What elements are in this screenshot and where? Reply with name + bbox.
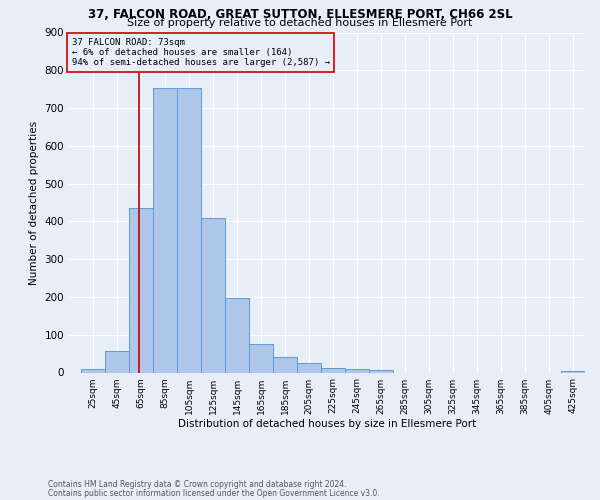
Text: 37 FALCON ROAD: 73sqm
← 6% of detached houses are smaller (164)
94% of semi-deta: 37 FALCON ROAD: 73sqm ← 6% of detached h… (71, 38, 329, 68)
X-axis label: Distribution of detached houses by size in Ellesmere Port: Distribution of detached houses by size … (178, 420, 476, 430)
Bar (321, 368, 345, 372)
Text: Contains public sector information licensed under the Open Government Licence v3: Contains public sector information licen… (48, 488, 380, 498)
Text: 37, FALCON ROAD, GREAT SUTTON, ELLESMERE PORT, CH66 2SL: 37, FALCON ROAD, GREAT SUTTON, ELLESMERE… (88, 8, 512, 20)
Bar (153, 88, 177, 373)
Bar (105, 350, 129, 372)
Bar (201, 218, 225, 372)
Bar (369, 370, 393, 372)
Bar (297, 362, 321, 372)
Bar (273, 356, 297, 372)
Bar (177, 88, 201, 373)
Bar (81, 368, 105, 372)
Text: Size of property relative to detached houses in Ellesmere Port: Size of property relative to detached ho… (127, 18, 473, 28)
Bar (249, 344, 273, 372)
Bar (345, 368, 369, 372)
Bar (225, 298, 249, 372)
Y-axis label: Number of detached properties: Number of detached properties (29, 120, 39, 284)
Text: Contains HM Land Registry data © Crown copyright and database right 2024.: Contains HM Land Registry data © Crown c… (48, 480, 347, 489)
Bar (129, 208, 153, 372)
Bar (561, 370, 585, 372)
